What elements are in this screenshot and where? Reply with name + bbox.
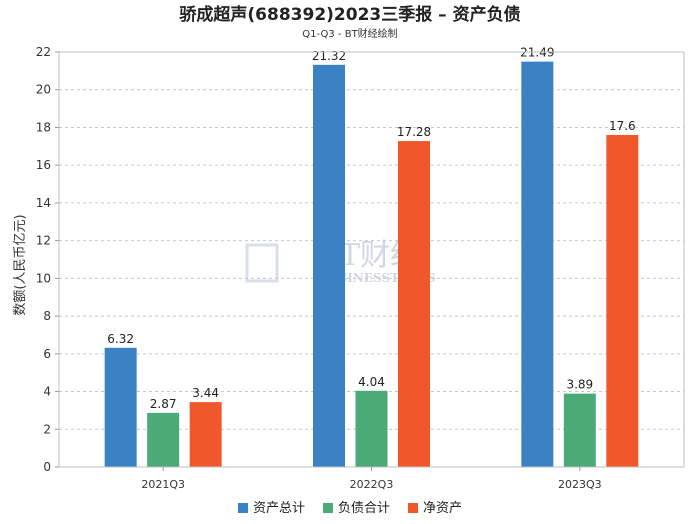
chart-subtitle: Q1-Q3 - BT财经绘制: [302, 27, 397, 40]
y-tick-label: 20: [36, 83, 51, 97]
bar: [355, 390, 388, 467]
bar: [104, 347, 137, 467]
y-tick-label: 22: [36, 45, 51, 59]
y-tick-label: 12: [36, 234, 51, 248]
grid-lines: [59, 51, 684, 430]
bars: [104, 61, 639, 467]
data-label: 21.49: [520, 46, 554, 60]
legend-swatch: [238, 503, 248, 513]
axes: 0 2 4 6 8 10 12 14 16 18 20 22 2021Q3 2022Q3 2023Q3: [36, 45, 685, 491]
data-label: 4.04: [358, 375, 385, 389]
legend-label: 净资产: [423, 501, 462, 516]
bar: [313, 64, 345, 467]
data-label: 21.32: [312, 49, 346, 63]
bar: [606, 135, 639, 467]
data-label: 17.6: [609, 119, 636, 133]
bar: [398, 141, 430, 467]
bar: [521, 61, 554, 467]
chart-title: 骄成超声(688392)2023三季报 – 资产负债: [179, 4, 520, 25]
legend: 资产总计 负债合计 净资产: [238, 501, 462, 516]
data-labels: 6.32 2.87 3.44 21.32 4.04 17.28 21.49 3.89 17.6: [107, 46, 635, 411]
y-tick-label: 18: [36, 120, 51, 134]
data-label: 3.89: [566, 378, 593, 392]
bar: [189, 402, 222, 467]
bar: [147, 412, 180, 467]
y-tick-label: 6: [43, 347, 51, 361]
watermark-logo-mark: [245, 243, 279, 283]
legend-swatch: [408, 503, 418, 513]
bar: [563, 393, 596, 467]
legend-label: 资产总计: [253, 501, 305, 516]
data-label: 3.44: [192, 386, 219, 400]
data-label: 6.32: [107, 332, 134, 346]
y-tick-label: 8: [43, 309, 51, 323]
y-tick-label: 2: [43, 422, 51, 436]
y-tick-label: 0: [43, 460, 51, 474]
y-axis-label: 数额(人民币亿元): [13, 214, 28, 315]
x-tick-label: 2021Q3: [141, 478, 185, 491]
data-label: 2.87: [150, 397, 177, 411]
legend-swatch: [323, 503, 333, 513]
x-tick-label: 2023Q3: [558, 478, 602, 491]
y-tick-label: 14: [36, 196, 51, 210]
legend-label: 负债合计: [338, 501, 390, 516]
x-tick-label: 2022Q3: [350, 478, 394, 491]
y-tick-label: 4: [43, 385, 51, 399]
y-tick-label: 16: [36, 158, 51, 172]
data-label: 17.28: [397, 125, 431, 139]
y-tick-label: 10: [36, 271, 51, 285]
